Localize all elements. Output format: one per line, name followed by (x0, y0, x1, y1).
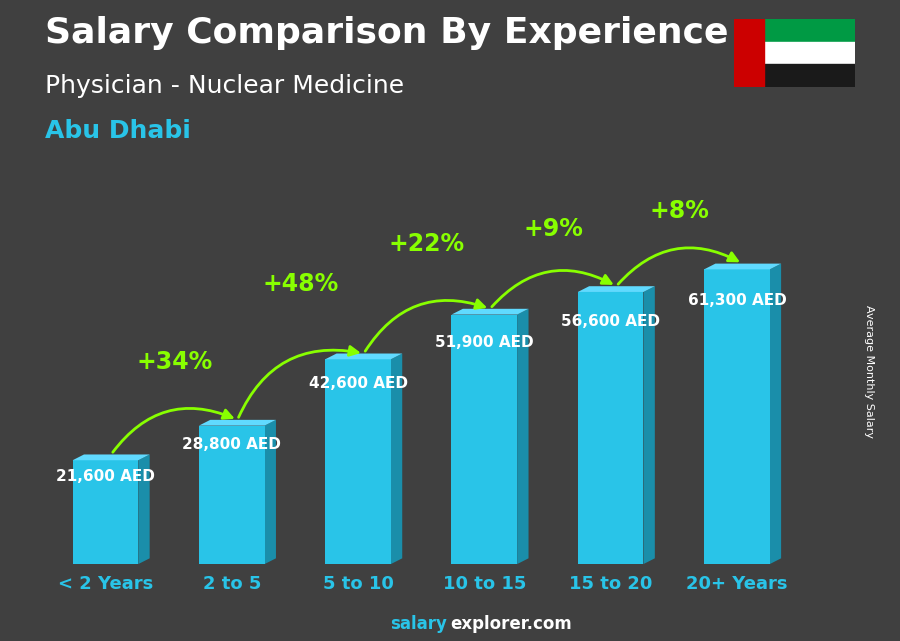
Bar (734, 19, 855, 42)
Text: +8%: +8% (650, 199, 709, 223)
Text: Abu Dhabi: Abu Dhabi (45, 119, 191, 142)
Text: 56,600 AED: 56,600 AED (561, 313, 660, 329)
Bar (199, 426, 265, 564)
Text: 28,800 AED: 28,800 AED (183, 437, 281, 452)
Polygon shape (73, 454, 149, 460)
Polygon shape (518, 309, 528, 564)
Bar (734, 64, 855, 87)
Text: +34%: +34% (136, 350, 212, 374)
Text: explorer.com: explorer.com (450, 615, 572, 633)
Text: +22%: +22% (389, 232, 465, 256)
Polygon shape (644, 286, 655, 564)
Polygon shape (578, 286, 655, 292)
Polygon shape (325, 354, 402, 359)
Polygon shape (452, 309, 528, 315)
Bar (73, 460, 139, 564)
Polygon shape (139, 454, 149, 564)
Text: Average Monthly Salary: Average Monthly Salary (863, 305, 874, 438)
Text: Physician - Nuclear Medicine: Physician - Nuclear Medicine (45, 74, 404, 97)
Bar (452, 315, 518, 564)
Text: +9%: +9% (523, 217, 583, 240)
Bar (578, 292, 644, 564)
Text: 21,600 AED: 21,600 AED (56, 469, 155, 483)
Text: 42,600 AED: 42,600 AED (309, 376, 408, 390)
Text: 61,300 AED: 61,300 AED (688, 293, 787, 308)
Bar (734, 19, 764, 87)
Text: Salary Comparison By Experience: Salary Comparison By Experience (45, 16, 728, 50)
Bar (704, 269, 770, 564)
Polygon shape (265, 420, 276, 564)
Bar (325, 359, 391, 564)
Polygon shape (704, 263, 781, 269)
Text: salary: salary (391, 615, 447, 633)
Polygon shape (391, 354, 402, 564)
Text: +48%: +48% (263, 272, 338, 296)
Text: 51,900 AED: 51,900 AED (435, 335, 534, 349)
Bar (734, 42, 855, 64)
Polygon shape (770, 263, 781, 564)
Polygon shape (199, 420, 276, 426)
